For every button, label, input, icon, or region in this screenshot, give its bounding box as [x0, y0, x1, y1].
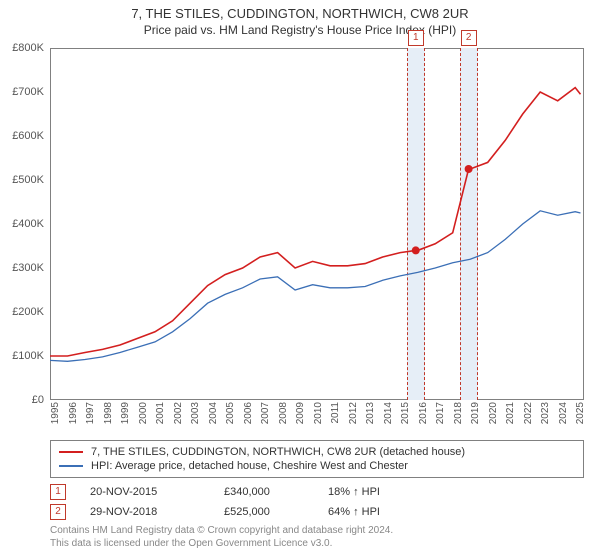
- x-axis-tick: 2020: [488, 402, 499, 424]
- x-axis-tick: 2019: [470, 402, 481, 424]
- x-axis-tick: 2018: [453, 402, 464, 424]
- chart-subtitle: Price paid vs. HM Land Registry's House …: [0, 21, 600, 41]
- transaction-delta: 18% ↑ HPI: [328, 486, 418, 498]
- transaction-table: 1 20-NOV-2015 £340,000 18% ↑ HPI 2 29-NO…: [50, 482, 584, 522]
- plot-area: 12 £0£100K£200K£300K£400K£500K£600K£700K…: [50, 48, 584, 400]
- footer-line: This data is licensed under the Open Gov…: [50, 537, 584, 550]
- x-axis-tick: 2025: [575, 402, 586, 424]
- x-axis-tick: 1999: [120, 402, 131, 424]
- transaction-marker-2: 2: [50, 504, 66, 520]
- x-axis-tick: 2002: [173, 402, 184, 424]
- x-axis-tick: 2011: [330, 402, 341, 424]
- y-axis-tick: £500K: [0, 174, 44, 186]
- marker-label: 1: [408, 30, 424, 46]
- footer-line: Contains HM Land Registry data © Crown c…: [50, 524, 584, 537]
- y-axis-tick: £100K: [0, 350, 44, 362]
- chart-title: 7, THE STILES, CUDDINGTON, NORTHWICH, CW…: [0, 0, 600, 21]
- x-axis-tick: 2024: [558, 402, 569, 424]
- x-axis-tick: 1995: [50, 402, 61, 424]
- x-axis-tick: 2003: [190, 402, 201, 424]
- transaction-price: £340,000: [224, 486, 304, 498]
- x-axis-tick: 2001: [155, 402, 166, 424]
- y-axis-tick: £200K: [0, 306, 44, 318]
- transaction-marker-1: 1: [50, 484, 66, 500]
- x-axis-tick: 2008: [278, 402, 289, 424]
- x-axis-tick: 2021: [505, 402, 516, 424]
- transaction-delta: 64% ↑ HPI: [328, 506, 418, 518]
- y-axis-tick: £800K: [0, 42, 44, 54]
- x-axis-tick: 2012: [348, 402, 359, 424]
- x-axis-tick: 2005: [225, 402, 236, 424]
- x-axis-tick: 2007: [260, 402, 271, 424]
- legend-swatch: [59, 465, 83, 467]
- x-axis-tick: 2000: [138, 402, 149, 424]
- x-axis-tick: 2022: [523, 402, 534, 424]
- series-line-property: [50, 88, 581, 356]
- y-axis-tick: £700K: [0, 86, 44, 98]
- legend-label: 7, THE STILES, CUDDINGTON, NORTHWICH, CW…: [91, 446, 465, 458]
- marker-label: 2: [461, 30, 477, 46]
- legend-item-property: 7, THE STILES, CUDDINGTON, NORTHWICH, CW…: [59, 445, 575, 459]
- x-axis-tick: 2015: [400, 402, 411, 424]
- legend: 7, THE STILES, CUDDINGTON, NORTHWICH, CW…: [50, 440, 584, 478]
- legend-swatch: [59, 451, 83, 453]
- transaction-date: 20-NOV-2015: [90, 486, 200, 498]
- x-axis-tick: 2023: [540, 402, 551, 424]
- transaction-date: 29-NOV-2018: [90, 506, 200, 518]
- table-row: 1 20-NOV-2015 £340,000 18% ↑ HPI: [50, 482, 584, 502]
- x-axis-tick: 1998: [103, 402, 114, 424]
- x-axis-tick: 2013: [365, 402, 376, 424]
- x-axis-tick: 2004: [208, 402, 219, 424]
- x-axis-tick: 2010: [313, 402, 324, 424]
- chart-lines: [50, 48, 584, 400]
- transaction-price: £525,000: [224, 506, 304, 518]
- x-axis-tick: 1996: [68, 402, 79, 424]
- table-row: 2 29-NOV-2018 £525,000 64% ↑ HPI: [50, 502, 584, 522]
- x-axis-tick: 2014: [383, 402, 394, 424]
- y-axis-tick: £600K: [0, 130, 44, 142]
- series-line-hpi: [50, 211, 581, 361]
- legend-item-hpi: HPI: Average price, detached house, Ches…: [59, 459, 575, 473]
- x-axis-tick: 1997: [85, 402, 96, 424]
- y-axis-tick: £0: [0, 394, 44, 406]
- x-axis-tick: 2017: [435, 402, 446, 424]
- x-axis-tick: 2009: [295, 402, 306, 424]
- footer-attribution: Contains HM Land Registry data © Crown c…: [50, 524, 584, 550]
- legend-label: HPI: Average price, detached house, Ches…: [91, 460, 408, 472]
- y-axis-tick: £400K: [0, 218, 44, 230]
- y-axis-tick: £300K: [0, 262, 44, 274]
- x-axis-tick: 2016: [418, 402, 429, 424]
- x-axis-tick: 2006: [243, 402, 254, 424]
